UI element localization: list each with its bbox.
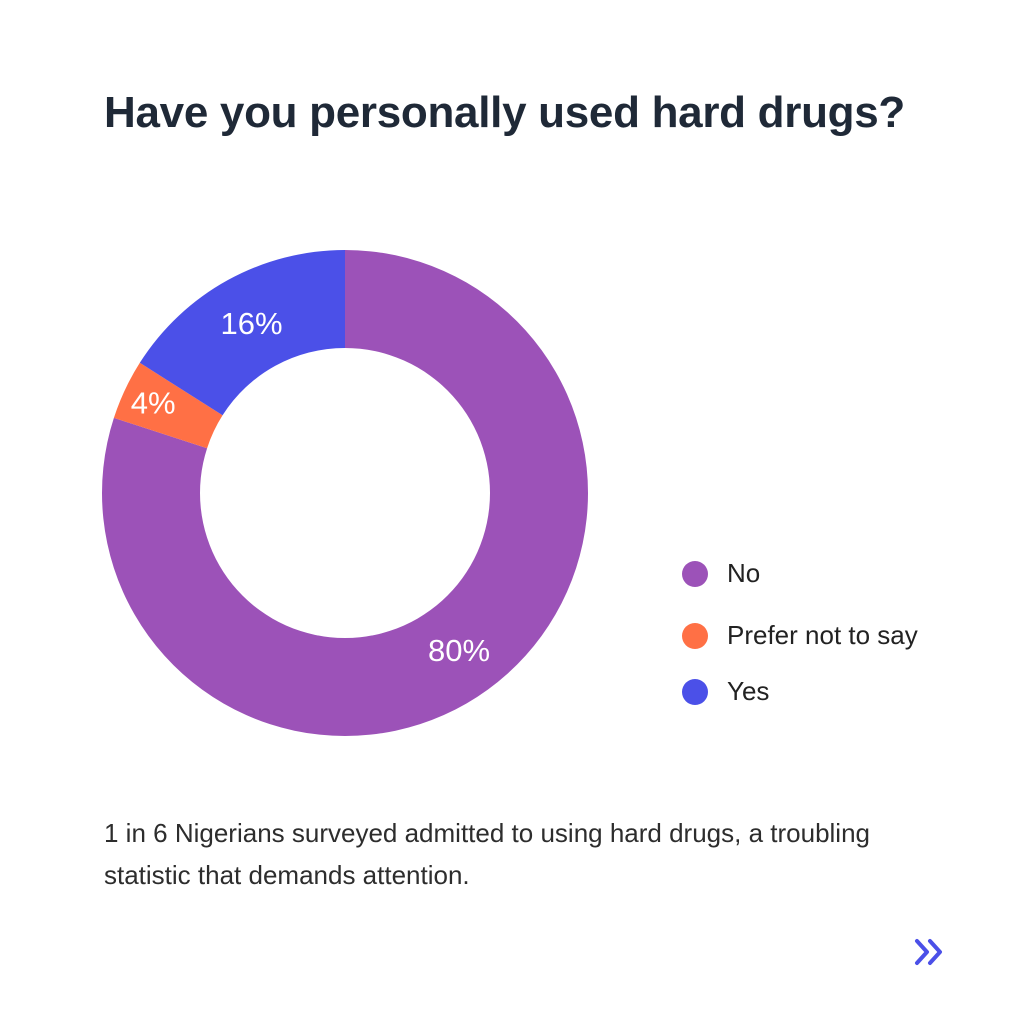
donut-slice-no [101,250,589,736]
legend-swatch [682,678,708,705]
legend-item-prefer-not-to-say: Prefer not to say [682,620,918,651]
legend-swatch [682,560,708,587]
legend-item-yes: Yes [682,676,769,707]
donut-slice-yes [139,250,345,416]
double-chevron-right-icon[interactable] [912,936,948,968]
legend-label: Yes [727,676,770,706]
data-label: 4% [131,386,176,421]
legend-swatch [682,622,708,649]
data-label: 80% [428,633,490,668]
legend-label: No [727,558,761,588]
donut-slice-prefer-not-to-say [113,362,223,449]
data-label: 16% [221,306,283,341]
legend-item-no: No [682,558,760,589]
chart-title: Have you personally used hard drugs? [104,88,905,137]
legend-label: Prefer not to say [727,620,918,650]
caption: 1 in 6 Nigerians surveyed admitted to us… [104,818,870,890]
